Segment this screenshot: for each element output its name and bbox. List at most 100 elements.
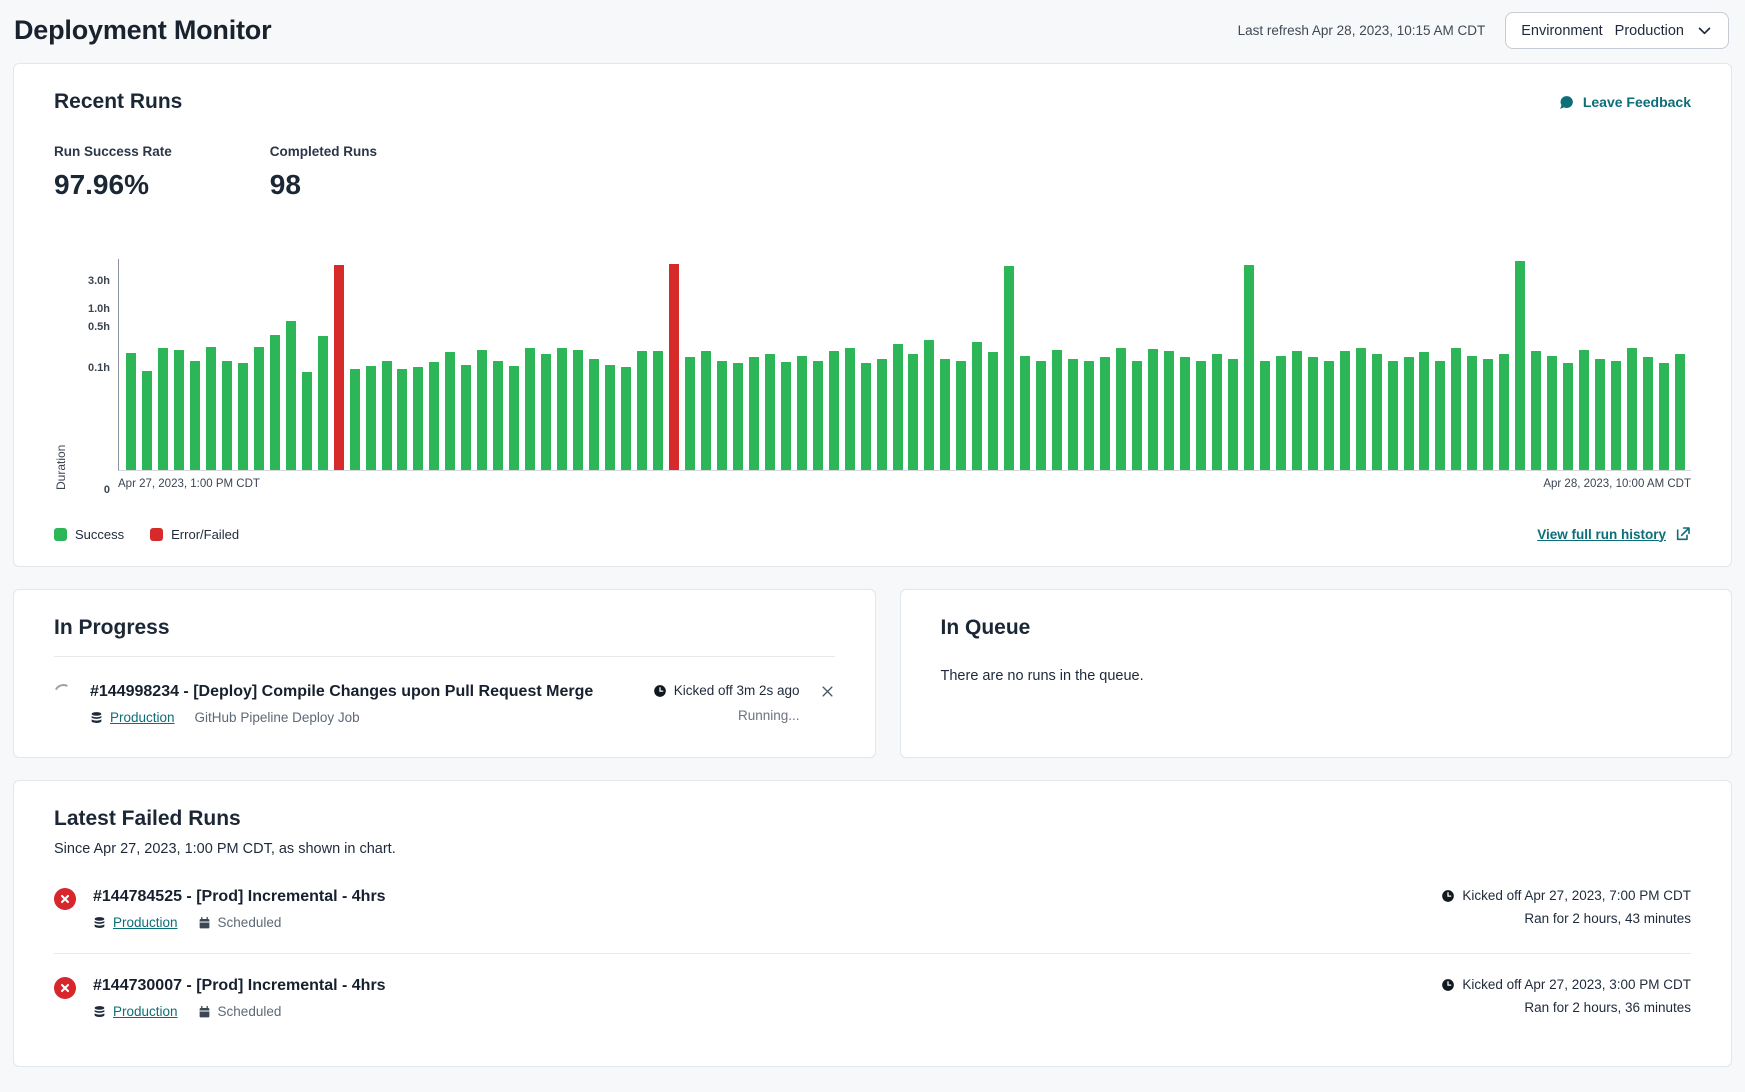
run-bar-success[interactable] [573,349,584,470]
run-bar-success[interactable] [796,355,807,470]
run-bar-success[interactable] [1659,363,1669,470]
run-bar-success[interactable] [1611,361,1622,470]
run-bar-success[interactable] [157,348,168,470]
close-icon[interactable] [820,684,835,699]
run-bar-success[interactable] [637,351,647,470]
run-bar-success[interactable] [940,359,951,470]
run-bar-success[interactable] [1259,360,1270,470]
run-bar-success[interactable] [1116,348,1127,470]
run-bar-success[interactable] [1227,359,1238,470]
run-bar-success[interactable] [1355,348,1366,470]
run-bar-success[interactable] [732,363,743,470]
run-bar-success[interactable] [509,365,520,470]
run-bar-success[interactable] [445,352,456,470]
run-bar-success[interactable] [892,343,903,470]
run-bar-success[interactable] [780,362,791,470]
run-bar-success[interactable] [477,349,488,470]
environment-link[interactable]: Production [113,1004,178,1019]
run-bar-success[interactable] [126,352,136,470]
run-bar-success[interactable] [365,365,376,470]
run-bar-success[interactable] [605,364,616,470]
run-bar-success[interactable] [1291,351,1302,470]
run-bar-success[interactable] [1307,357,1318,470]
run-bar-success[interactable] [1036,361,1047,470]
run-bar-success[interactable] [237,363,248,470]
run-bar-success[interactable] [1419,352,1430,470]
run-bar-success[interactable] [221,360,232,470]
run-bar-success[interactable] [1100,357,1111,470]
view-full-run-history-link[interactable]: View full run history [1537,526,1666,542]
run-bar-success[interactable] [1467,355,1478,470]
run-bar-success[interactable] [1163,351,1174,470]
run-bar-success[interactable] [1243,265,1254,470]
run-bar-success[interactable] [1339,351,1350,470]
run-bar-success[interactable] [812,361,823,470]
run-bar-error[interactable] [668,264,679,470]
run-bar-success[interactable] [1643,357,1654,470]
run-bar-success[interactable] [541,353,552,470]
run-bar-success[interactable] [1483,359,1494,470]
run-bar-success[interactable] [956,361,967,470]
run-bar-success[interactable] [349,368,360,470]
leave-feedback-link[interactable]: Leave Feedback [1558,94,1691,111]
run-bar-success[interactable] [1531,351,1542,470]
run-bar-success[interactable] [493,361,504,470]
run-bar-success[interactable] [253,347,264,470]
run-bar-success[interactable] [1275,355,1286,470]
run-bar-success[interactable] [988,352,999,470]
run-bar-success[interactable] [301,372,312,470]
run-bar-success[interactable] [1435,361,1446,470]
run-bar-success[interactable] [764,353,775,470]
run-bar-success[interactable] [205,347,216,470]
run-bar-success[interactable] [1403,357,1414,470]
run-bar-success[interactable] [173,350,184,470]
run-bar-success[interactable] [1515,260,1526,470]
run-bar-success[interactable] [317,336,328,470]
run-bar-success[interactable] [1371,353,1382,470]
run-bar-success[interactable] [1674,353,1685,470]
run-bar-success[interactable] [1068,359,1079,470]
run-bar-success[interactable] [1323,360,1334,470]
run-bar-success[interactable] [1179,357,1190,470]
run-bar-success[interactable] [621,367,632,470]
run-bar-success[interactable] [413,367,424,470]
run-bar-error[interactable] [333,265,344,470]
run-bar-success[interactable] [269,334,280,470]
run-bar-success[interactable] [1499,353,1510,470]
run-bar-success[interactable] [1211,353,1222,470]
run-bar-success[interactable] [652,351,663,470]
run-bar-success[interactable] [844,348,855,470]
run-bar-success[interactable] [397,369,408,470]
run-bar-success[interactable] [924,339,935,470]
run-bar-success[interactable] [1020,355,1031,470]
run-bar-success[interactable] [972,341,983,470]
run-bar-success[interactable] [429,362,440,470]
run-bar-success[interactable] [876,359,887,470]
run-bar-success[interactable] [285,321,296,470]
run-bar-success[interactable] [860,363,871,470]
run-bar-success[interactable] [1547,355,1558,470]
run-bar-success[interactable] [1387,360,1398,470]
run-bar-success[interactable] [1084,361,1095,470]
run-bar-success[interactable] [1148,348,1158,470]
run-bar-success[interactable] [1579,349,1590,470]
run-bar-success[interactable] [589,358,600,470]
run-bar-success[interactable] [461,364,472,470]
run-bar-success[interactable] [908,353,919,470]
run-bar-success[interactable] [1052,349,1063,470]
run-bar-success[interactable] [828,351,839,470]
environment-link[interactable]: Production [110,710,175,725]
run-bar-success[interactable] [525,348,536,470]
run-bar-success[interactable] [748,356,759,470]
run-bar-success[interactable] [700,351,711,470]
run-bar-success[interactable] [141,371,152,470]
run-bar-success[interactable] [1627,348,1638,470]
run-bar-success[interactable] [716,360,727,470]
run-bar-success[interactable] [381,360,392,470]
environment-link[interactable]: Production [113,915,178,930]
run-bar-success[interactable] [557,348,568,470]
run-bar-success[interactable] [189,360,200,470]
run-bar-success[interactable] [1595,358,1606,470]
run-bar-success[interactable] [1132,360,1143,470]
run-bar-success[interactable] [1195,360,1206,470]
